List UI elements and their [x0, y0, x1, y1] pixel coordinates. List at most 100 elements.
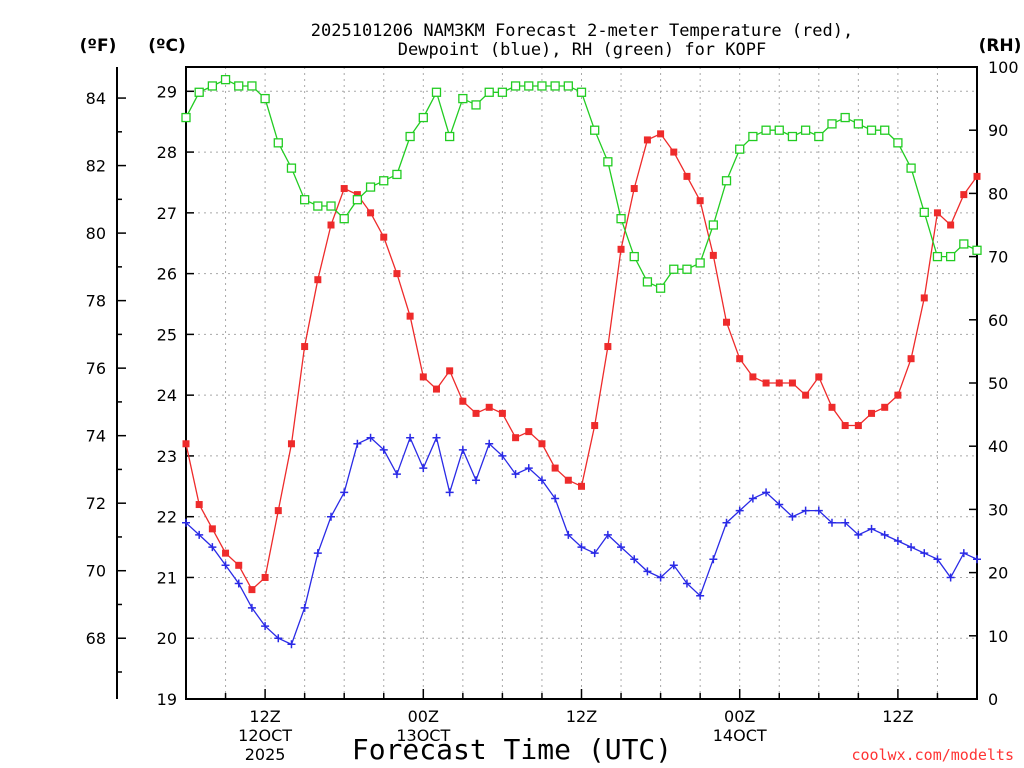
rh-point	[590, 125, 600, 135]
dewpoint-point	[313, 549, 322, 558]
rh-point	[669, 264, 679, 274]
temperature-point	[881, 403, 889, 411]
celsius-axis-ticks: 19 20 21 22 23 24 25 26 27 28 29	[157, 82, 194, 709]
celsius-tick-label: 28	[157, 143, 177, 162]
temperature-point	[854, 422, 862, 430]
rh-point	[655, 283, 666, 293]
rh-point	[972, 245, 982, 255]
celsius-tick-label: 25	[157, 325, 177, 344]
time-tick-date: 13OCT	[396, 726, 450, 745]
dewpoint-point	[287, 640, 296, 649]
rh-tick-label: 90	[988, 121, 1008, 140]
rh-point	[629, 251, 639, 262]
dewpoint-point	[524, 464, 533, 473]
temperature-point	[947, 221, 955, 229]
temperature-point	[353, 191, 361, 199]
rh-tick-label: 100	[988, 58, 1019, 77]
rh-point	[840, 112, 850, 123]
dewpoint-point	[182, 518, 190, 527]
time-tick-label: 00Z	[408, 707, 439, 726]
dewpoint-point	[327, 512, 336, 521]
dewpoint-point	[300, 603, 309, 612]
fahrenheit-tick-label: 72	[86, 494, 106, 513]
temperature-point	[683, 172, 691, 180]
temperature-point	[419, 373, 427, 381]
rh-point	[880, 125, 890, 135]
rh-point	[194, 87, 204, 97]
rh-point	[906, 163, 916, 173]
rh-point	[919, 207, 929, 218]
dewpoint-point	[867, 524, 876, 533]
temperature-point	[459, 397, 467, 405]
temperature-point	[788, 379, 796, 387]
temperature-point	[525, 428, 533, 436]
rh-point	[682, 264, 692, 274]
temperature-point	[841, 422, 849, 430]
rh-point	[576, 87, 587, 97]
temperature-point	[868, 409, 876, 417]
rh-point	[260, 93, 270, 104]
temperature-point	[380, 233, 388, 241]
rh-point	[431, 87, 442, 97]
dewpoint-point	[537, 476, 546, 485]
temperature-point	[287, 440, 295, 448]
temperature-point	[406, 312, 414, 320]
temperature-point	[670, 148, 678, 156]
rh-point	[866, 125, 877, 135]
celsius-tick-label: 19	[157, 690, 177, 709]
temperature-point	[564, 476, 572, 484]
dewpoint-point	[788, 512, 797, 521]
temperature-point	[973, 172, 981, 180]
rh-tick-label: 30	[988, 500, 1008, 519]
temperature-point	[314, 276, 322, 284]
dewpoint-point	[696, 591, 705, 600]
temperature-point	[736, 355, 744, 363]
temperature-point	[617, 245, 625, 253]
dewpoint-point	[893, 537, 902, 545]
dewpoint-point	[603, 530, 612, 539]
rh-point	[339, 214, 349, 224]
temperature-point	[446, 367, 454, 375]
dewpoint-point	[907, 543, 916, 552]
dewpoint-point	[973, 555, 981, 564]
temperature-point	[472, 409, 480, 417]
rh-point	[445, 131, 455, 142]
rh-point	[893, 138, 903, 148]
temperature-point	[578, 482, 585, 490]
fahrenheit-tick-label: 80	[86, 224, 106, 243]
celsius-tick-label: 22	[157, 508, 177, 527]
dewpoint-point	[656, 573, 665, 582]
temperature-point	[802, 391, 810, 399]
rh-point	[563, 81, 573, 91]
dewpoint-point	[827, 518, 836, 527]
dewpoint-point	[195, 530, 204, 539]
dewpoint-point	[748, 494, 757, 503]
rh-point	[748, 131, 758, 142]
rh-point	[220, 74, 231, 85]
dewpoint-point	[669, 561, 678, 570]
dewpoint-point	[630, 555, 639, 564]
temperature-point	[696, 197, 704, 205]
rh-point	[761, 125, 771, 135]
dewpoint-point	[419, 464, 428, 473]
temperature-point	[208, 525, 216, 533]
temperature-point	[762, 379, 770, 387]
time-tick-label: 12Z	[249, 707, 280, 726]
dewpoint-point	[234, 579, 243, 588]
celsius-tick-label: 27	[157, 204, 177, 223]
dewpoint-point	[959, 549, 968, 558]
dewpoint-point	[353, 439, 362, 448]
dewpoint-point	[577, 543, 586, 552]
series-rh	[181, 74, 982, 293]
dewpoint-point	[485, 439, 494, 448]
rh-point	[207, 81, 218, 91]
dewpoint-point	[472, 476, 481, 485]
rh-point	[959, 239, 969, 249]
rh-point	[774, 125, 784, 135]
time-tick-label: 12Z	[566, 707, 597, 726]
rh-point	[497, 87, 508, 97]
fahrenheit-tick-label: 78	[86, 292, 106, 311]
temperature-point	[630, 185, 638, 193]
